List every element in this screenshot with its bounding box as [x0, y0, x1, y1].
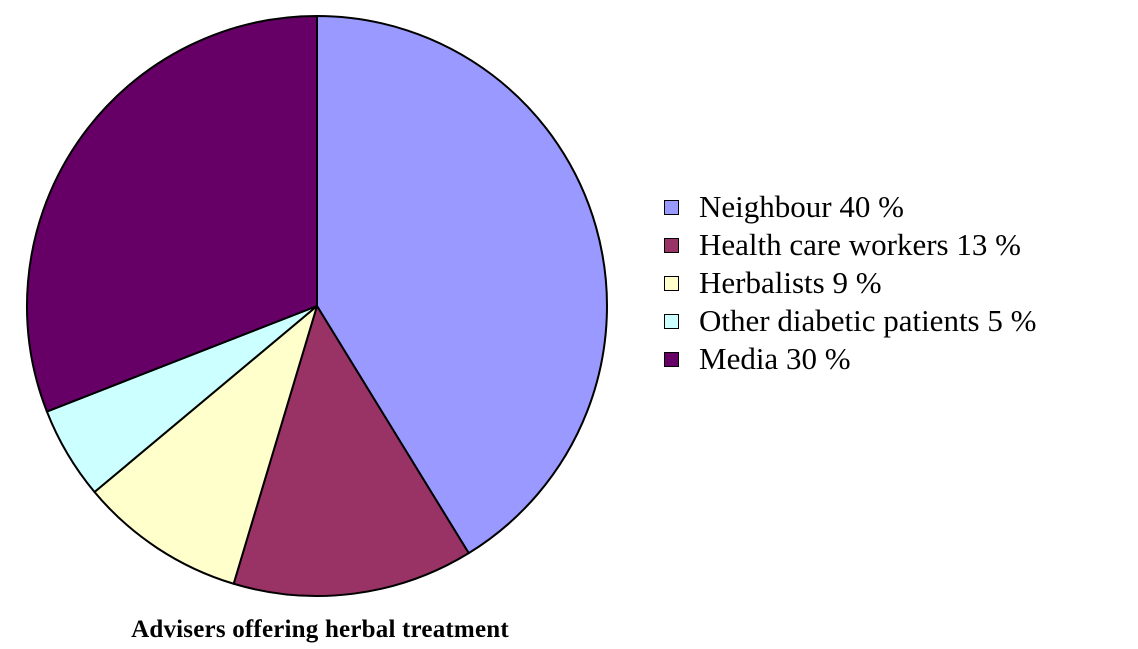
legend-item-herbalists: Herbalists 9 %	[664, 264, 1036, 302]
pie-slice-neighbour	[316, 15, 608, 555]
legend-item-other-diabetic-patients: Other diabetic patients 5 %	[664, 302, 1036, 340]
legend-swatch-neighbour	[664, 199, 679, 215]
pie-slice-media	[26, 15, 318, 413]
legend-item-health-care-workers: Health care workers 13 %	[664, 226, 1036, 264]
legend-label-other-diabetic-patients: Other diabetic patients 5 %	[699, 303, 1037, 338]
legend-label-health-care-workers: Health care workers 13 %	[699, 227, 1021, 262]
legend-label-neighbour: Neighbour 40 %	[699, 189, 904, 224]
legend-swatch-media	[664, 351, 679, 367]
legend-item-neighbour: Neighbour 40 %	[664, 188, 1036, 226]
chart-legend: Neighbour 40 % Health care workers 13 % …	[664, 188, 1036, 378]
pie-slice-herbalists	[93, 305, 318, 585]
chart-title: Advisers offering herbal treatment	[131, 616, 509, 643]
pie-slice-health-care-workers	[232, 305, 470, 597]
legend-swatch-herbalists	[664, 275, 679, 291]
legend-swatch-health-care-workers	[664, 237, 679, 253]
legend-label-herbalists: Herbalists 9 %	[699, 265, 882, 300]
legend-label-media: Media 30 %	[699, 341, 851, 376]
legend-item-media: Media 30 %	[664, 340, 1036, 378]
pie-slices	[26, 15, 608, 597]
legend-swatch-other-diabetic-patients	[664, 313, 679, 329]
